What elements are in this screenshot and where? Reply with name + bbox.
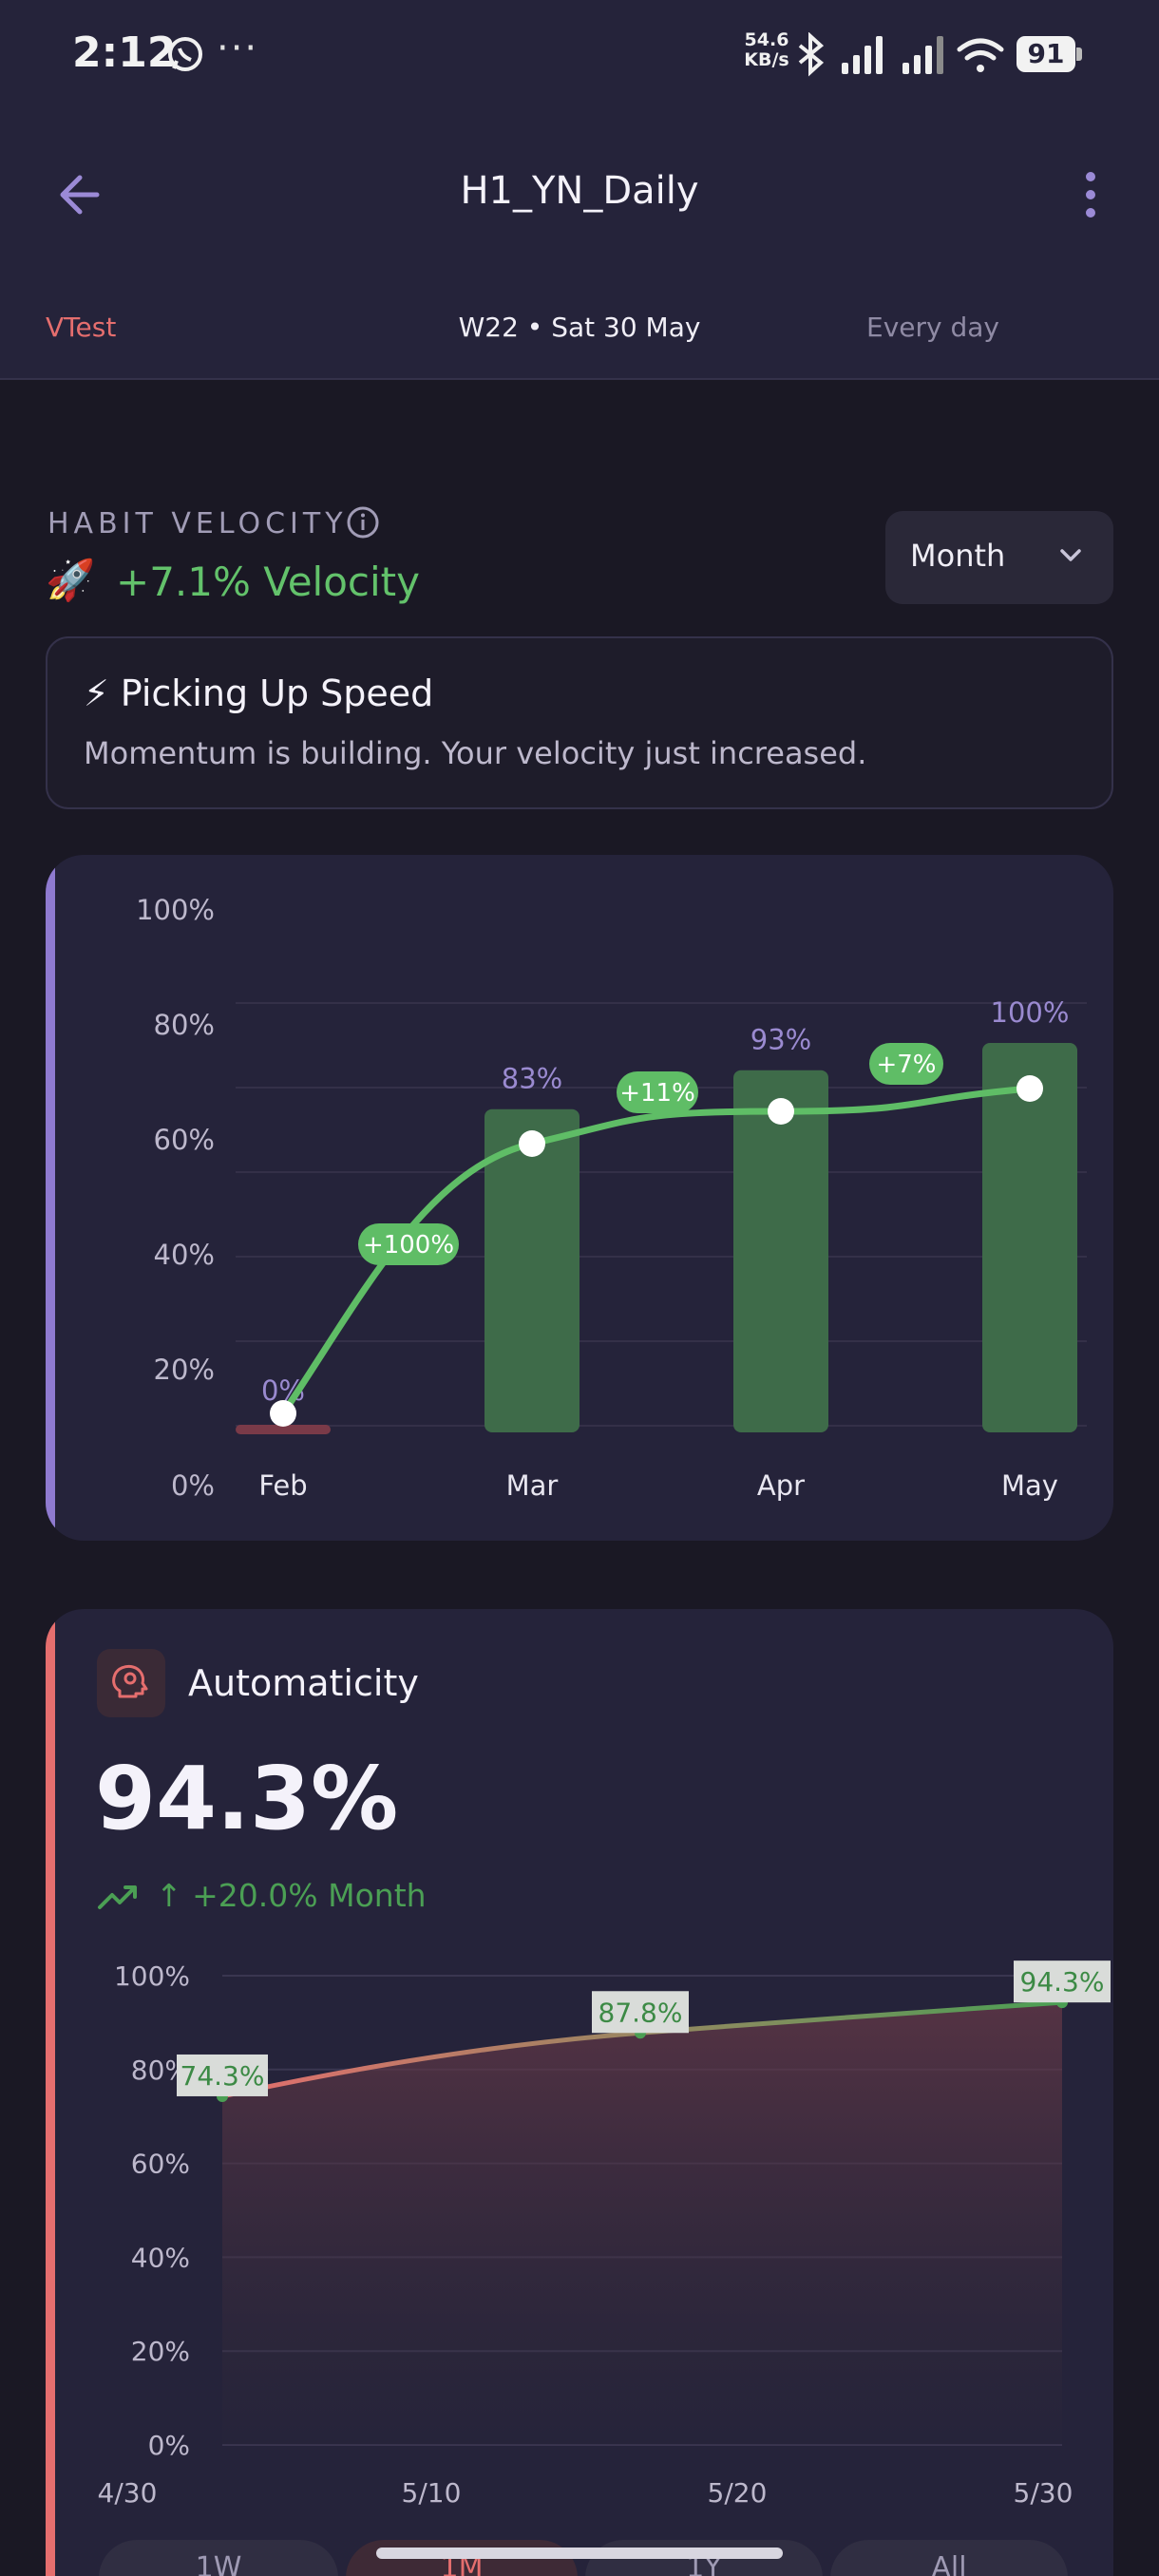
bar-value-label: 83% — [502, 1063, 562, 1095]
home-indicator[interactable] — [376, 2548, 783, 2559]
x-tick-label: Apr — [757, 1469, 805, 1502]
rocket-icon: 🚀 — [46, 557, 96, 603]
habit-velocity-label: HABIT VELOCITY — [48, 507, 348, 540]
y-tick-label: 80% — [154, 1009, 215, 1041]
date-label: W22 • Sat 30 May — [458, 312, 701, 343]
page-title: H1_YN_Daily — [460, 169, 699, 213]
point-label-box — [177, 2054, 268, 2096]
bar-mar — [484, 1108, 580, 1432]
momentum-title: ⚡ Picking Up Speed — [84, 672, 434, 714]
notification-dots: ··· — [217, 27, 259, 70]
change-pill-label: +11% — [619, 1079, 695, 1108]
period-dropdown[interactable]: Month — [885, 511, 1113, 604]
network-speed-value: 54.6 — [744, 29, 789, 50]
whatsapp-icon — [168, 37, 202, 71]
bar-value-label: 93% — [750, 1024, 811, 1056]
period-dropdown-value: Month — [910, 538, 1006, 574]
x-tick-label: 5/30 — [1014, 2477, 1074, 2509]
momentum-description: Momentum is building. Your velocity just… — [84, 735, 867, 771]
x-tick-label: 5/10 — [402, 2477, 462, 2509]
velocity-point — [270, 1400, 296, 1427]
x-tick-label: 5/20 — [708, 2477, 768, 2509]
back-arrow-icon[interactable] — [48, 161, 114, 228]
y-tick-label: 100% — [136, 894, 215, 926]
battery-indicator: 91 — [1016, 36, 1075, 72]
point-label-box — [592, 1991, 689, 2034]
change-pill-label: +7% — [876, 1051, 936, 1079]
y-tick-label: 0% — [148, 2430, 190, 2461]
app-bar — [0, 114, 1159, 380]
velocity-value: +7.1% Velocity — [116, 559, 421, 605]
point-label: 74.3% — [180, 2060, 265, 2092]
wifi-icon — [957, 38, 1004, 72]
point-label: 94.3% — [1020, 1966, 1105, 1998]
cell-signal-2-icon — [902, 36, 943, 74]
network-speed: 54.6 KB/s — [743, 30, 790, 70]
signal-icons — [798, 32, 1004, 77]
y-tick-label: 40% — [154, 1239, 215, 1271]
automaticity-chart: 100%80%60%40%20%0%4/30 5/10 5/20 5/3074.3%8… — [98, 1960, 1111, 2509]
status-time: 2:12 — [72, 28, 177, 77]
y-tick-label: 40% — [131, 2242, 190, 2273]
tab-1w-label: 1W — [195, 2551, 242, 2576]
bar-may — [982, 1043, 1077, 1432]
change-pill — [869, 1043, 943, 1085]
chevron-down-icon — [1060, 549, 1081, 561]
tab-1w[interactable]: 1W — [99, 2540, 338, 2576]
y-tick-label: 60% — [154, 1124, 215, 1156]
tab-all[interactable]: All — [830, 2540, 1068, 2576]
info-icon[interactable] — [346, 505, 380, 540]
x-tick-label: May — [1001, 1469, 1058, 1502]
velocity-chart: 100%80%60%40%20%0%0%Feb83%Mar93%Apr100%M… — [136, 894, 1087, 1502]
x-tick-label: 4/30 — [98, 2477, 158, 2509]
bar-apr — [733, 1070, 828, 1432]
tag-label[interactable]: VTest — [46, 312, 117, 343]
change-pill-label: +100% — [363, 1231, 454, 1260]
bluetooth-icon — [798, 32, 825, 77]
automaticity-title: Automaticity — [188, 1662, 419, 1704]
y-tick-label: 20% — [154, 1354, 215, 1386]
automaticity-area — [222, 2002, 1062, 2445]
y-tick-label: 60% — [131, 2149, 190, 2180]
trending-up-icon — [98, 1885, 137, 1909]
network-speed-unit: KB/s — [744, 49, 789, 70]
x-tick-label: Mar — [506, 1469, 559, 1502]
y-tick-label: 100% — [114, 1960, 190, 1992]
velocity-point — [768, 1098, 794, 1125]
change-pill — [617, 1071, 698, 1113]
momentum-card — [46, 636, 1113, 809]
point-label-box — [1014, 1960, 1111, 2003]
change-pill — [358, 1223, 459, 1265]
x-tick-label: Feb — [258, 1469, 307, 1502]
brain-icon — [97, 1649, 165, 1717]
bar-feb — [236, 1425, 331, 1434]
automaticity-value: 94.3% — [95, 1748, 399, 1849]
y-tick-label: 20% — [131, 2336, 190, 2367]
y-tick-label: 0% — [171, 1469, 215, 1502]
automaticity-change: ↑ +20.0% Month — [156, 1877, 427, 1914]
cell-signal-icon — [842, 36, 883, 74]
velocity-point — [1016, 1075, 1043, 1102]
tab-all-label: All — [931, 2551, 967, 2576]
battery-nub — [1076, 47, 1082, 61]
point-label: 87.8% — [598, 1997, 683, 2028]
velocity-point — [519, 1130, 545, 1157]
frequency-label: Every day — [866, 312, 999, 343]
more-vert-icon[interactable] — [1064, 161, 1117, 228]
bar-value-label: 100% — [991, 996, 1070, 1029]
